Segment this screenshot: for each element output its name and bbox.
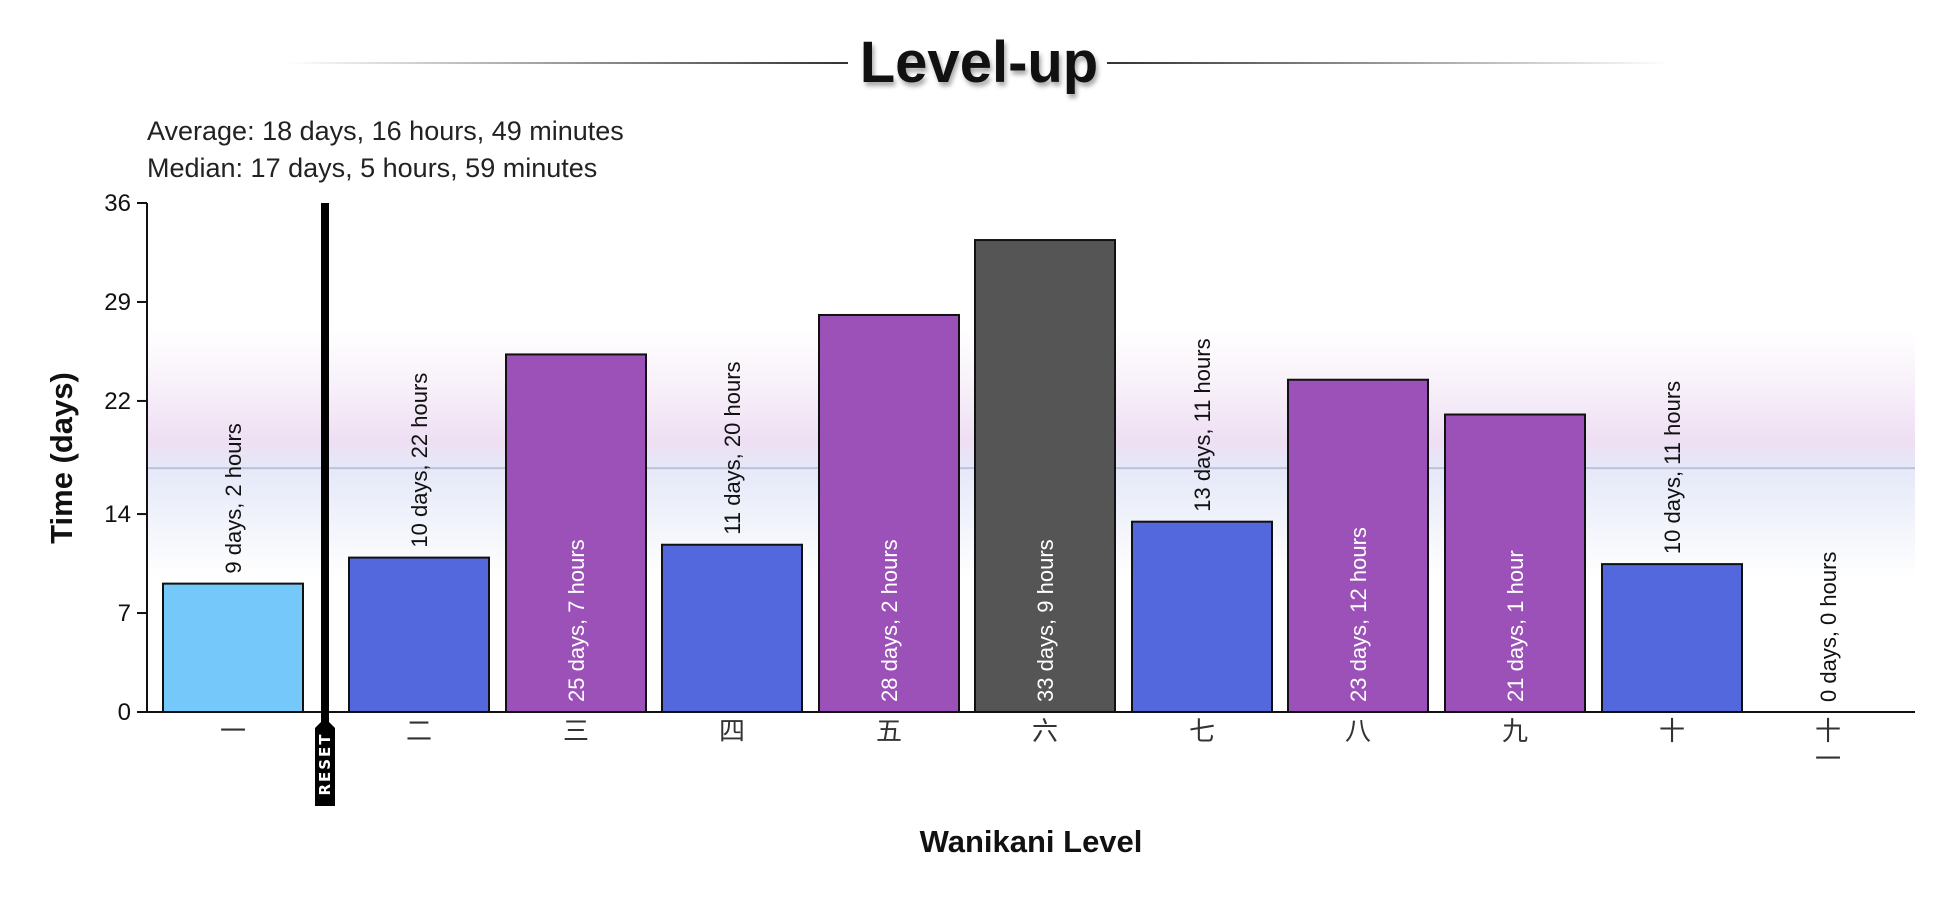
- title-rule-left: [285, 62, 848, 64]
- bar[interactable]: [162, 582, 304, 713]
- x-tick-label: 八: [1345, 717, 1371, 747]
- bar[interactable]: [661, 543, 803, 713]
- bar-value-label: 9 days, 2 hours: [221, 423, 246, 573]
- y-tick-label: 29: [104, 289, 131, 316]
- x-tick-label: 一: [1815, 745, 1841, 775]
- bar-value-label: 10 days, 11 hours: [1660, 381, 1685, 554]
- bar[interactable]: [1444, 413, 1586, 713]
- bar[interactable]: [1131, 520, 1273, 713]
- y-tick-label: 36: [104, 190, 131, 217]
- bar-value-label: 13 days, 11 hours: [1190, 338, 1215, 511]
- bar[interactable]: [1287, 378, 1429, 713]
- bar-value-label: 28 days, 2 hours: [877, 539, 902, 702]
- reset-marker-label: RESET: [316, 732, 334, 795]
- y-tick-label: 14: [104, 501, 131, 528]
- page-title: Level-up: [859, 30, 1099, 95]
- x-tick-label: 二: [406, 717, 432, 747]
- bar-value-label: 21 days, 1 hour: [1503, 550, 1528, 702]
- y-axis-title: Time (days): [44, 372, 79, 544]
- title-rule-right: [1107, 62, 1670, 64]
- bar[interactable]: [348, 556, 490, 713]
- bar-value-label: 11 days, 20 hours: [720, 361, 745, 534]
- average-stat: Average: 18 days, 16 hours, 49 minutes: [147, 116, 624, 146]
- y-tick-label: 0: [118, 699, 131, 726]
- y-tick-label: 7: [118, 600, 131, 627]
- x-tick-label: 十: [1659, 717, 1685, 747]
- bar[interactable]: [974, 239, 1116, 713]
- bar[interactable]: [1601, 563, 1743, 714]
- x-tick-label: 五: [876, 717, 902, 747]
- bar-value-label: 10 days, 22 hours: [407, 373, 432, 548]
- x-tick-label: 一: [220, 717, 246, 747]
- x-tick-label: 七: [1189, 717, 1215, 747]
- x-tick-label: 九: [1502, 717, 1528, 747]
- bar[interactable]: [818, 313, 960, 713]
- bar-value-label: 23 days, 12 hours: [1346, 527, 1371, 702]
- x-tick-label: 四: [719, 717, 745, 747]
- bar-value-label: 33 days, 9 hours: [1033, 539, 1058, 702]
- bar-value-label: 0 days, 0 hours: [1816, 552, 1841, 702]
- bar[interactable]: [505, 353, 647, 713]
- bar-value-label: 25 days, 7 hours: [564, 539, 589, 702]
- x-tick-label: 六: [1032, 717, 1058, 747]
- x-tick-label: 十: [1815, 717, 1841, 747]
- reset-marker-tab[interactable]: [315, 718, 335, 806]
- x-tick-label: 三: [563, 717, 589, 747]
- median-stat: Median: 17 days, 5 hours, 59 minutes: [147, 153, 598, 183]
- y-tick-label: 22: [104, 388, 131, 415]
- x-axis-title: Wanikani Level: [920, 824, 1143, 859]
- title-area: Level-up: [0, 28, 1958, 98]
